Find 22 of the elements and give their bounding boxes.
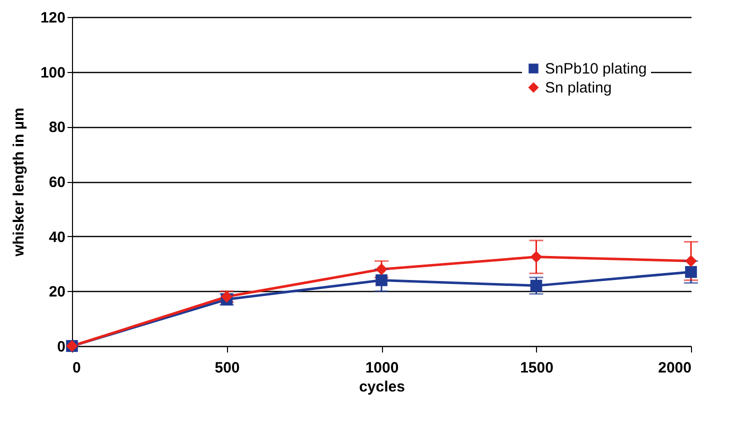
point — [685, 255, 697, 267]
point — [376, 263, 388, 276]
point — [530, 250, 542, 263]
x-axis-title: cycles — [359, 378, 405, 396]
x-tick-label: 1000 — [365, 360, 399, 376]
point — [376, 274, 388, 286]
legend-label: SnPb10 plating — [545, 60, 647, 78]
y-tick-label: 120 — [40, 10, 66, 26]
y-tick-label: 80 — [48, 119, 66, 136]
y-tick-label: 60 — [48, 174, 66, 191]
y-tick-label: 0 — [57, 338, 66, 356]
y-tick-label: 40 — [48, 228, 66, 246]
x-tick-label: 2000 — [658, 360, 692, 376]
point — [685, 266, 697, 278]
point — [530, 280, 542, 292]
legend-label: Sn plating — [545, 80, 612, 96]
y-axis-title: whisker length in µm — [10, 108, 28, 258]
x-tick-label: 1500 — [520, 360, 554, 376]
y-tick-label: 20 — [48, 284, 66, 301]
x-tick-label: 500 — [214, 360, 240, 376]
x-tick-label: 0 — [72, 360, 81, 376]
y-tick-label: 100 — [40, 64, 66, 82]
